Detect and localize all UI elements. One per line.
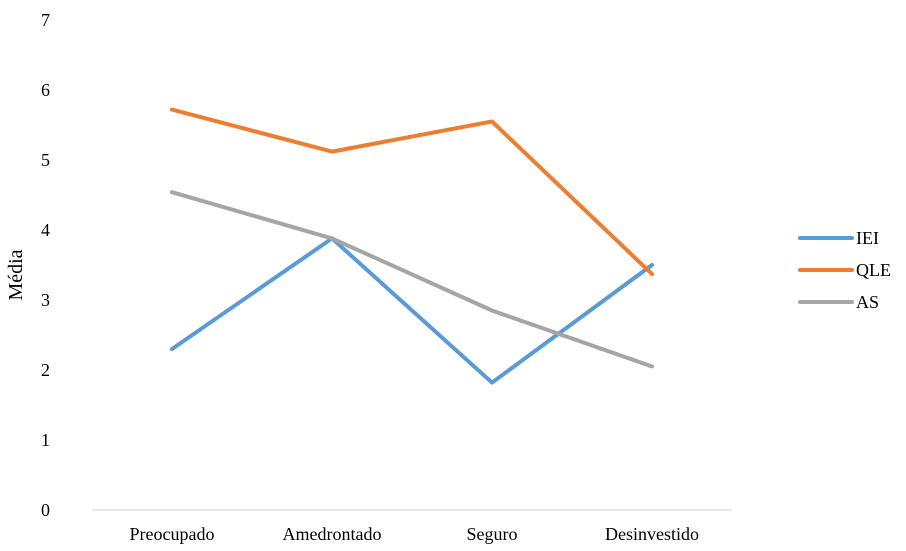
x-tick-label: Preocupado	[130, 524, 215, 544]
y-tick-label: 4	[41, 220, 50, 240]
x-tick-label: Seguro	[467, 524, 518, 544]
series-line-as	[170, 190, 654, 369]
y-tick-label: 6	[41, 80, 50, 100]
series-line-iei	[170, 236, 654, 385]
legend-label: IEI	[856, 228, 879, 248]
y-tick-label: 1	[41, 430, 50, 450]
y-tick-label: 3	[41, 290, 50, 310]
x-tick-label: Desinvestido	[605, 524, 699, 544]
series-lines	[170, 107, 654, 385]
y-tick-label: 5	[41, 150, 50, 170]
legend: IEI QLE AS	[798, 228, 891, 312]
series-line-qle	[170, 107, 654, 277]
y-axis-ticks: 0 1 2 3 4 5 6 7	[41, 10, 50, 520]
x-axis-ticks: Preocupado Amedrontado Seguro Desinvestido	[130, 524, 699, 544]
legend-label: QLE	[856, 260, 891, 280]
y-tick-label: 0	[41, 500, 50, 520]
y-tick-label: 2	[41, 360, 50, 380]
x-tick-label: Amedrontado	[283, 524, 382, 544]
y-tick-label: 7	[41, 10, 50, 30]
y-axis-title: Média	[5, 249, 27, 300]
legend-label: AS	[856, 292, 879, 312]
